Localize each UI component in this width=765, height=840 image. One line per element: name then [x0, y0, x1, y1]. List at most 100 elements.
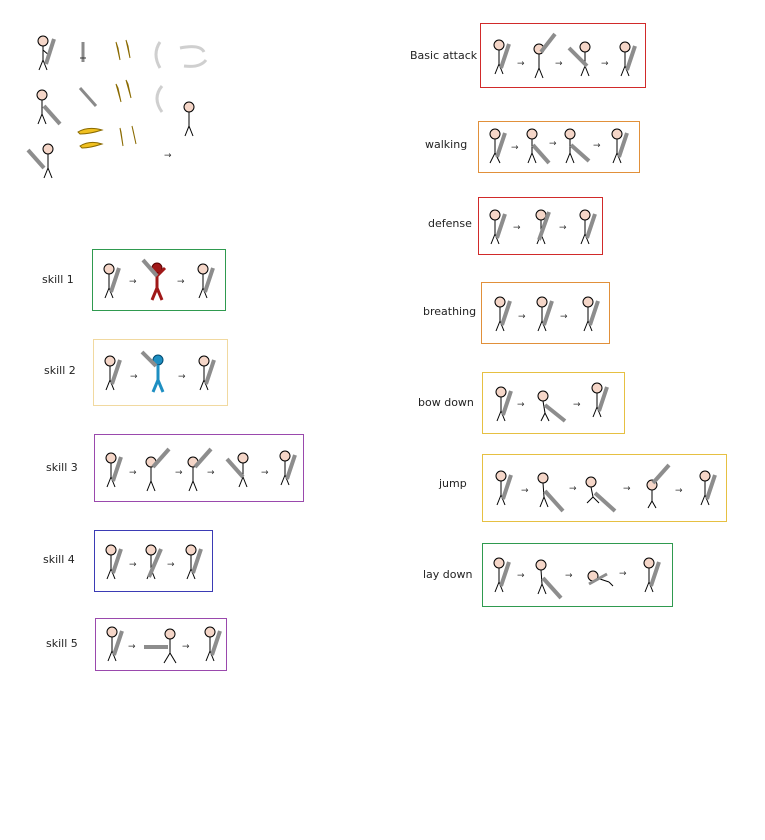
jump-label: jump	[439, 477, 467, 490]
skill-5-label: skill 5	[46, 637, 78, 650]
basic-attack-box: → → →	[480, 23, 646, 88]
jump-arrow-3: →	[623, 484, 631, 494]
skill-3-arrow-2: →	[175, 468, 183, 478]
skill-4-arrow-1: →	[129, 560, 137, 570]
skill-3-label: skill 3	[46, 461, 78, 474]
basic-attack-frame-3	[565, 40, 599, 84]
breathing-frame-3	[578, 295, 602, 339]
skill-3-frame-2	[141, 445, 173, 497]
defense-frame-3	[575, 208, 599, 252]
breathing-arrow-2: →	[560, 312, 568, 322]
defense-frame-2	[531, 208, 555, 252]
walking-frame-4	[607, 127, 631, 171]
lay-down-frame-1	[489, 556, 513, 600]
jump-arrow-1: →	[521, 486, 529, 496]
sheet-arrow: →	[164, 151, 172, 161]
skill-5-arrow-1: →	[128, 642, 136, 652]
skill-2-box: → →	[93, 339, 228, 406]
basic-attack-arrow-2: →	[555, 59, 563, 69]
skill-5-frame-3	[200, 625, 224, 669]
skill-1-frame-1	[99, 262, 123, 306]
bow-down-arrow-1: →	[517, 400, 525, 410]
lay-down-label: lay down	[423, 568, 473, 581]
sprite-grey-arc-2	[152, 84, 166, 118]
skill-5-arrow-2: →	[182, 642, 190, 652]
basic-attack-frame-2	[529, 32, 559, 84]
jump-box: → → → →	[482, 454, 727, 522]
skill-3-arrow-4: →	[261, 468, 269, 478]
bow-down-label: bow down	[418, 396, 474, 409]
walking-arrow-1: →	[511, 143, 519, 153]
sprite-figure-sword-up	[32, 34, 58, 78]
skill-5-frame-2	[142, 627, 182, 671]
bow-down-frame-1	[491, 385, 515, 429]
jump-arrow-2: →	[569, 484, 577, 494]
lay-down-frame-2	[533, 558, 565, 606]
lay-down-arrow-1: →	[517, 571, 525, 581]
walking-frame-1	[485, 127, 509, 171]
defense-label: defense	[428, 217, 472, 230]
walking-frame-3	[561, 127, 593, 171]
bow-down-frame-3	[587, 381, 611, 425]
skill-3-arrow-1: →	[129, 468, 137, 478]
jump-frame-1	[491, 469, 515, 513]
jump-frame-3	[583, 475, 619, 519]
sprite-gold-slash-2	[112, 78, 136, 110]
skill-1-frame-2-red	[139, 256, 169, 308]
walking-frame-2	[523, 127, 553, 171]
sprite-sword-vertical	[78, 40, 88, 70]
bow-down-arrow-2: →	[573, 400, 581, 410]
skill-2-frame-1	[100, 354, 124, 398]
walking-arrow-2: →	[549, 139, 557, 149]
defense-box: → →	[478, 197, 603, 255]
jump-frame-4	[643, 461, 675, 513]
lay-down-box: → → →	[482, 543, 673, 607]
skill-4-arrow-2: →	[167, 560, 175, 570]
skill-3-frame-3	[183, 445, 215, 497]
skill-1-arrow-2: →	[177, 277, 185, 287]
skill-4-frame-2	[141, 543, 165, 587]
skill-3-frame-1	[101, 451, 125, 495]
skill-1-label: skill 1	[42, 273, 74, 286]
skill-2-frame-2-blue	[138, 348, 168, 400]
breathing-arrow-1: →	[518, 312, 526, 322]
sprite-figure-plain	[180, 100, 200, 142]
skill-2-label: skill 2	[44, 364, 76, 377]
basic-attack-frame-4	[615, 40, 639, 84]
sprite-figure-sword-low	[26, 142, 60, 186]
breathing-box: → →	[481, 282, 610, 344]
sprite-grey-arc-1	[150, 38, 210, 76]
walking-box: → → →	[478, 121, 640, 173]
skill-3-arrow-3: →	[207, 468, 215, 478]
skill-5-box: → →	[95, 618, 227, 671]
skill-4-label: skill 4	[43, 553, 75, 566]
skill-3-box: → → → →	[94, 434, 304, 502]
lay-down-frame-4	[639, 556, 663, 600]
breathing-frame-2	[532, 295, 556, 339]
lay-down-arrow-2: →	[565, 571, 573, 581]
basic-attack-label: Basic attack	[410, 49, 478, 62]
sprite-gold-wave-1	[76, 124, 106, 158]
basic-attack-arrow-1: →	[517, 59, 525, 69]
skill-4-box: → →	[94, 530, 213, 592]
walking-label: walking	[425, 138, 468, 151]
jump-frame-5	[695, 469, 719, 513]
breathing-label: breathing	[423, 305, 477, 318]
bow-down-frame-2	[535, 389, 569, 429]
sprite-sword-diagonal	[78, 86, 100, 114]
defense-arrow-1: →	[513, 223, 521, 233]
defense-frame-1	[485, 208, 509, 252]
skill-2-arrow-2: →	[178, 372, 186, 382]
defense-arrow-2: →	[559, 223, 567, 233]
skill-1-box: → →	[92, 249, 226, 311]
jump-frame-2	[535, 471, 567, 519]
skill-4-frame-1	[101, 543, 125, 587]
skill-4-frame-3	[181, 543, 205, 587]
skill-1-frame-3	[193, 262, 217, 306]
skill-2-frame-3	[194, 354, 218, 398]
sprite-gold-slash-1	[112, 38, 136, 68]
lay-down-frame-3	[585, 568, 615, 592]
basic-attack-arrow-3: →	[601, 59, 609, 69]
skill-2-arrow-1: →	[130, 372, 138, 382]
skill-3-frame-4	[223, 451, 257, 495]
